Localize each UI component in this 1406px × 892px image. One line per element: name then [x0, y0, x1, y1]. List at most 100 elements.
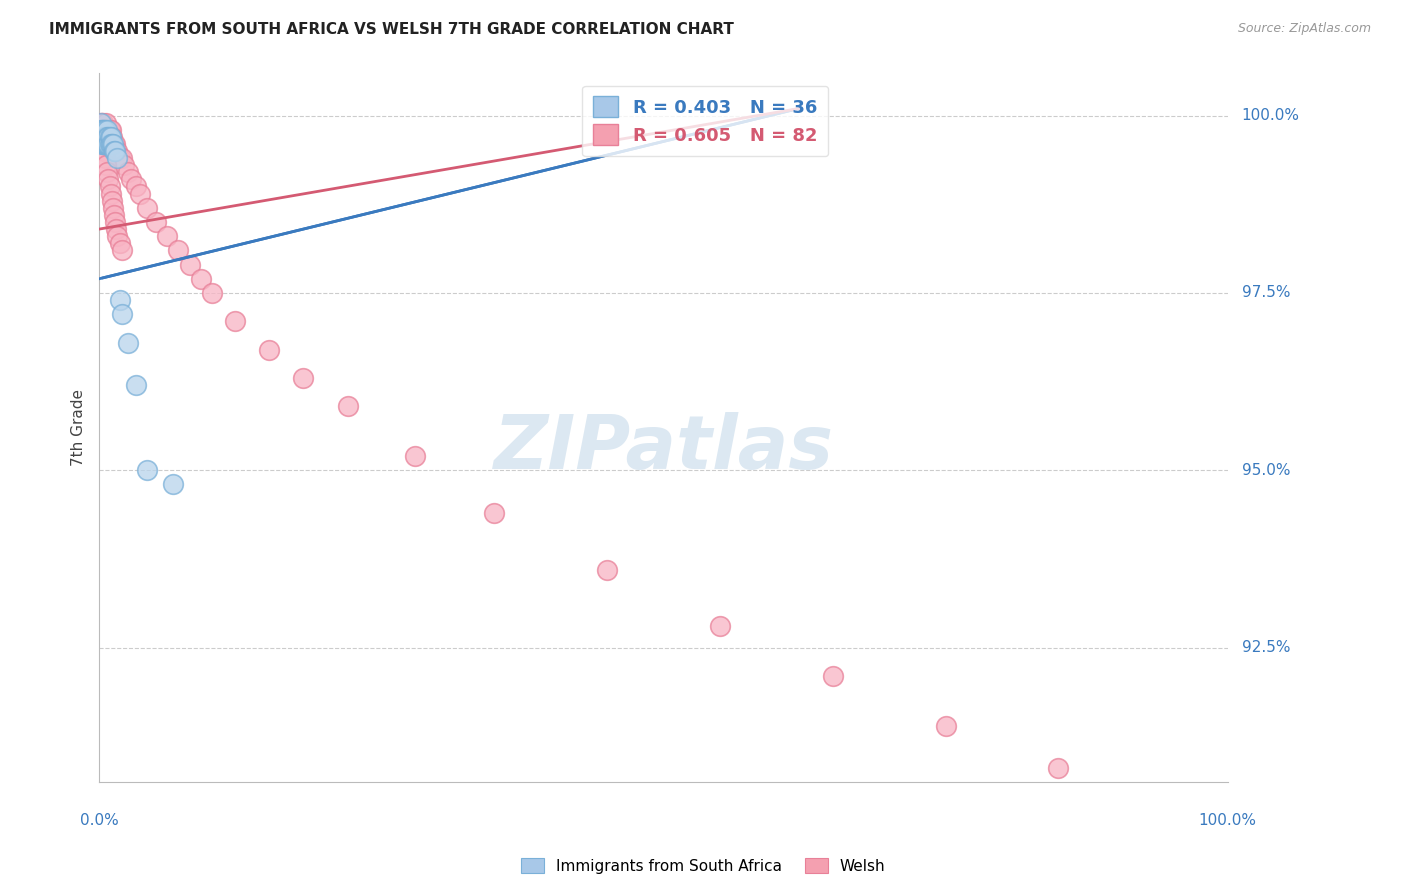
Point	[101, 136, 124, 151]
Point	[291, 371, 314, 385]
Point	[101, 136, 124, 151]
Point	[94, 151, 117, 165]
Point	[96, 136, 118, 151]
Point	[90, 122, 112, 136]
Point	[94, 129, 117, 144]
Point	[94, 129, 117, 144]
Point	[98, 136, 121, 151]
Point	[94, 136, 117, 151]
Point	[101, 129, 124, 144]
Text: 100.0%: 100.0%	[1199, 813, 1257, 828]
Point	[90, 129, 112, 144]
Point	[120, 172, 142, 186]
Point	[108, 236, 131, 251]
Y-axis label: 7th Grade: 7th Grade	[72, 389, 86, 467]
Legend: R = 0.403   N = 36, R = 0.605   N = 82: R = 0.403 N = 36, R = 0.605 N = 82	[582, 86, 828, 156]
Point	[179, 258, 201, 272]
Point	[104, 136, 127, 151]
Point	[96, 136, 118, 151]
Point	[111, 244, 134, 258]
Point	[96, 129, 118, 144]
Point	[167, 244, 190, 258]
Point	[105, 144, 128, 158]
Text: Source: ZipAtlas.com: Source: ZipAtlas.com	[1237, 22, 1371, 36]
Point	[90, 129, 112, 144]
Point	[1047, 761, 1070, 775]
Text: 100.0%: 100.0%	[1241, 108, 1299, 123]
Point	[98, 179, 121, 194]
Point	[91, 122, 114, 136]
Point	[107, 144, 129, 158]
Text: 92.5%: 92.5%	[1241, 640, 1291, 655]
Point	[111, 307, 134, 321]
Point	[224, 314, 246, 328]
Point	[100, 129, 122, 144]
Point	[117, 335, 139, 350]
Point	[91, 136, 114, 151]
Point	[108, 151, 131, 165]
Point	[90, 115, 112, 129]
Point	[101, 136, 124, 151]
Point	[94, 122, 117, 136]
Point	[91, 122, 114, 136]
Point	[96, 165, 118, 179]
Point	[93, 122, 115, 136]
Point	[96, 129, 118, 144]
Point	[596, 563, 619, 577]
Point	[162, 477, 184, 491]
Point	[96, 129, 118, 144]
Point	[107, 229, 129, 244]
Point	[935, 718, 957, 732]
Point	[98, 136, 121, 151]
Point	[97, 122, 120, 136]
Point	[404, 449, 426, 463]
Point	[103, 136, 125, 151]
Point	[96, 158, 118, 172]
Point	[101, 194, 124, 208]
Point	[91, 115, 114, 129]
Point	[709, 619, 731, 633]
Text: 0.0%: 0.0%	[80, 813, 120, 828]
Point	[156, 229, 179, 244]
Point	[90, 129, 112, 144]
Point	[117, 165, 139, 179]
Point	[111, 151, 134, 165]
Point	[90, 136, 112, 151]
Point	[104, 144, 127, 158]
Point	[97, 172, 120, 186]
Point	[93, 144, 115, 158]
Point	[90, 122, 112, 136]
Point	[112, 158, 135, 172]
Point	[91, 136, 114, 151]
Point	[105, 222, 128, 236]
Point	[90, 115, 112, 129]
Point	[93, 136, 115, 151]
Point	[96, 122, 118, 136]
Point	[101, 136, 124, 151]
Point	[94, 122, 117, 136]
Text: 97.5%: 97.5%	[1241, 285, 1291, 301]
Point	[96, 115, 118, 129]
Point	[90, 122, 112, 136]
Point	[90, 129, 112, 144]
Point	[821, 669, 844, 683]
Point	[98, 129, 121, 144]
Text: 95.0%: 95.0%	[1241, 463, 1291, 478]
Point	[98, 122, 121, 136]
Text: IMMIGRANTS FROM SOUTH AFRICA VS WELSH 7TH GRADE CORRELATION CHART: IMMIGRANTS FROM SOUTH AFRICA VS WELSH 7T…	[49, 22, 734, 37]
Point	[90, 122, 112, 136]
Point	[135, 463, 157, 477]
Point	[104, 215, 127, 229]
Point	[107, 151, 129, 165]
Point	[484, 506, 506, 520]
Point	[96, 136, 118, 151]
Point	[91, 129, 114, 144]
Point	[108, 293, 131, 307]
Point	[100, 129, 122, 144]
Point	[90, 122, 112, 136]
Point	[90, 115, 112, 129]
Legend: Immigrants from South Africa, Welsh: Immigrants from South Africa, Welsh	[515, 852, 891, 880]
Point	[90, 136, 112, 151]
Point	[91, 136, 114, 151]
Point	[93, 122, 115, 136]
